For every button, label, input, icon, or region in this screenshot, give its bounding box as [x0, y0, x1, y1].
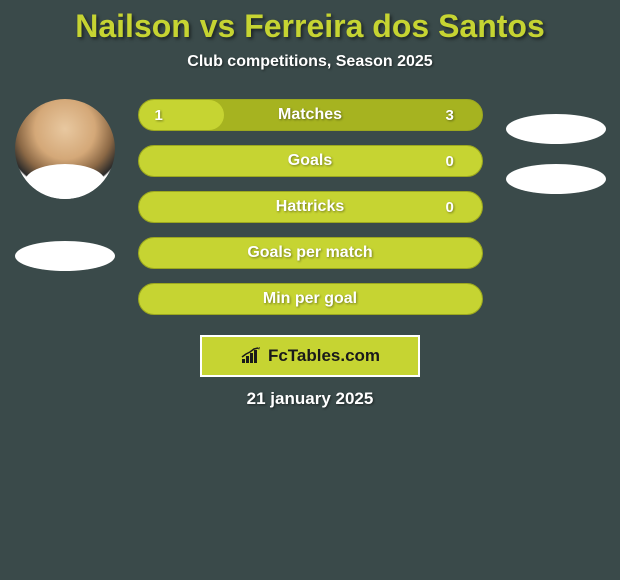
stat-bar: Goals per match	[138, 237, 483, 269]
comparison-title: Nailson vs Ferreira dos Santos	[0, 8, 620, 45]
chart-icon	[240, 347, 262, 365]
player-left-shadow	[15, 241, 115, 271]
stat-right-value: 3	[446, 107, 466, 124]
stat-label: Min per goal	[263, 290, 357, 308]
stat-label: Hattricks	[276, 198, 344, 216]
stat-right-value: 0	[446, 199, 466, 216]
stat-label: Goals per match	[247, 244, 372, 262]
stat-bar: 1 Matches 3	[138, 99, 483, 131]
site-logo-text: FcTables.com	[268, 346, 380, 366]
player-left-avatar	[15, 99, 115, 199]
stat-right-value: 0	[446, 153, 466, 170]
stat-bar: Min per goal	[138, 283, 483, 315]
stat-bar: Hattricks 0	[138, 191, 483, 223]
player-right-ellipse-2	[506, 164, 606, 194]
date-text: 21 january 2025	[0, 389, 620, 409]
player-right-ellipse-1	[506, 114, 606, 144]
stats-bars: 1 Matches 3 Goals 0 Hattricks 0	[138, 99, 483, 315]
comparison-subtitle: Club competitions, Season 2025	[0, 53, 620, 71]
stat-bar: Goals 0	[138, 145, 483, 177]
player-left-column	[10, 99, 120, 271]
stat-label: Matches	[278, 106, 342, 124]
site-logo: FcTables.com	[200, 335, 420, 377]
comparison-content: 1 Matches 3 Goals 0 Hattricks 0	[0, 99, 620, 315]
stat-label: Goals	[288, 152, 332, 170]
player-right-column	[501, 99, 611, 194]
stat-left-value: 1	[155, 107, 175, 124]
